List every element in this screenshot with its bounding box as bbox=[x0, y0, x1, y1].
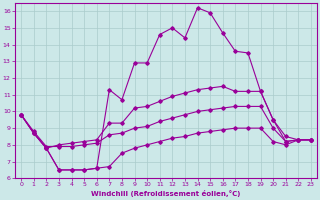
X-axis label: Windchill (Refroidissement éolien,°C): Windchill (Refroidissement éolien,°C) bbox=[91, 190, 241, 197]
